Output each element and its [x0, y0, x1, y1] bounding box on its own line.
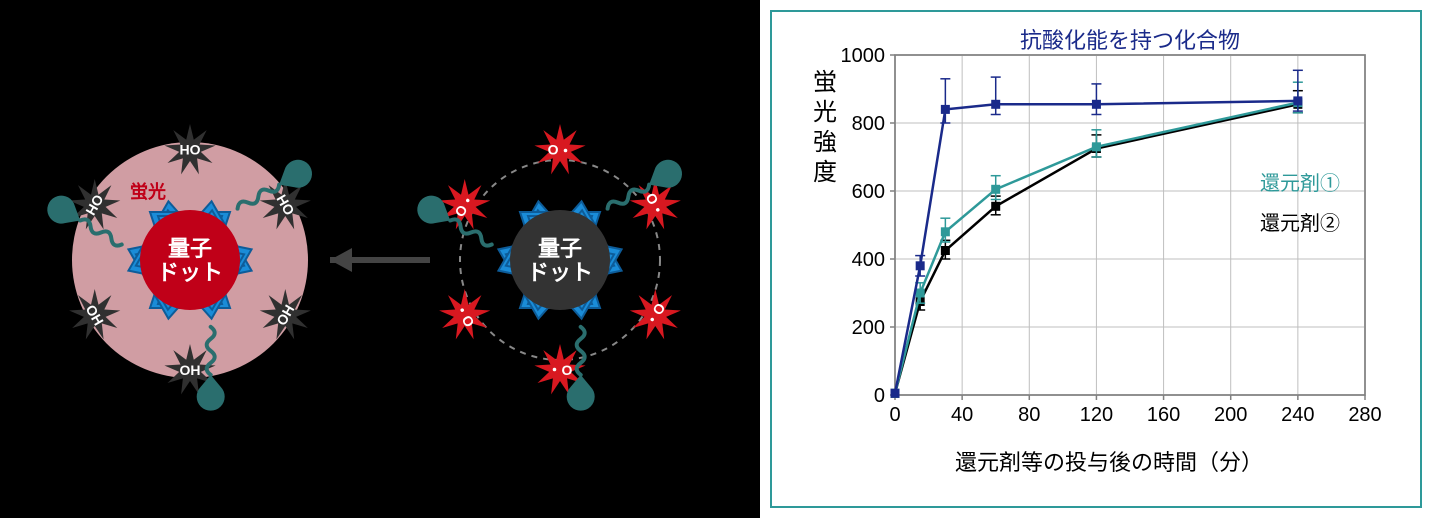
svg-text:還元剤②: 還元剤②: [1260, 212, 1340, 235]
svg-text:・O: ・O: [547, 142, 572, 158]
svg-text:40: 40: [951, 404, 973, 426]
svg-text:400: 400: [852, 249, 885, 271]
svg-text:160: 160: [1147, 404, 1180, 426]
svg-text:120: 120: [1080, 404, 1113, 426]
quantum-dot-diagram: 量子ドットOHOHOHOHOHOH蛍光量子ドット・O・O・O・O・O・O: [0, 0, 760, 518]
svg-text:0: 0: [874, 385, 885, 407]
svg-text:蛍: 蛍: [813, 69, 837, 96]
svg-text:蛍光: 蛍光: [130, 181, 166, 202]
svg-text:200: 200: [1214, 404, 1247, 426]
svg-text:量子: 量子: [168, 236, 212, 261]
svg-text:280: 280: [1348, 404, 1381, 426]
svg-text:還元剤等の投与後の時間（分）: 還元剤等の投与後の時間（分）: [955, 450, 1263, 475]
svg-text:量子: 量子: [538, 236, 582, 261]
svg-text:240: 240: [1281, 404, 1314, 426]
svg-text:80: 80: [1018, 404, 1040, 426]
svg-text:ドット: ドット: [527, 260, 593, 285]
svg-text:600: 600: [852, 181, 885, 203]
svg-text:強: 強: [813, 129, 837, 156]
fluorescence-chart: 0 200 400 600 800 1000 0 40 80 120 160 200 240 280 蛍光強…: [760, 0, 1432, 518]
svg-text:1000: 1000: [841, 45, 886, 67]
svg-text:OH: OH: [180, 362, 201, 378]
svg-text:光: 光: [813, 99, 837, 126]
svg-text:OH: OH: [180, 142, 201, 158]
svg-text:還元剤①: 還元剤①: [1260, 172, 1340, 195]
svg-text:200: 200: [852, 317, 885, 339]
svg-text:0: 0: [889, 404, 900, 426]
svg-text:ドット: ドット: [157, 260, 223, 285]
svg-text:・O: ・O: [548, 362, 573, 378]
svg-text:度: 度: [813, 159, 837, 186]
svg-text:800: 800: [852, 113, 885, 135]
svg-text:抗酸化能を持つ化合物: 抗酸化能を持つ化合物: [1020, 28, 1240, 53]
